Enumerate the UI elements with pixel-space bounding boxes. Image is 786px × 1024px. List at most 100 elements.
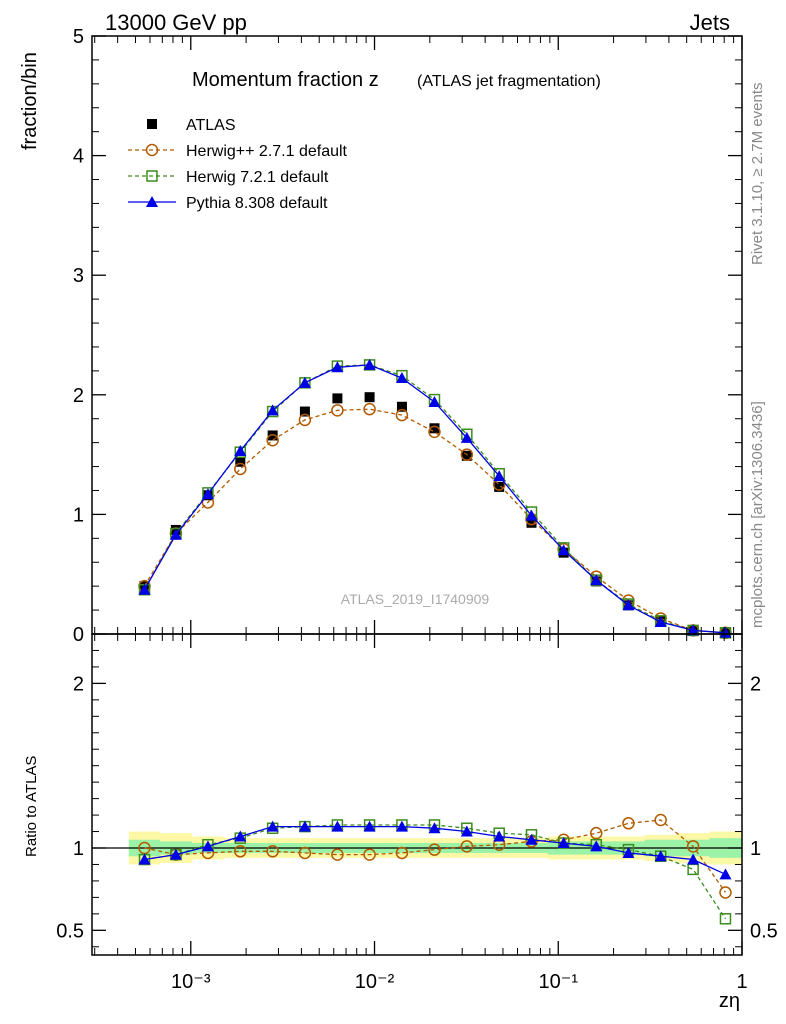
data-point-pythia-8-308-default xyxy=(298,376,311,388)
data-point-pythia-8-308-default xyxy=(395,372,408,384)
data-point-pythia-8-308-default xyxy=(331,361,344,373)
legend-label-atlas: ATLAS xyxy=(186,117,236,134)
data-point-atlas xyxy=(461,450,472,461)
data-point-atlas xyxy=(494,481,505,492)
ratio-y-tick-label: 1 xyxy=(73,838,84,860)
ratio-point-herwig-2-7-1-default xyxy=(590,826,603,840)
ratio-point-pythia-8-308-default xyxy=(395,820,408,832)
y-tick-label: 2 xyxy=(73,385,84,407)
data-point-atlas xyxy=(299,406,310,417)
data-point-pythia-8-308-default xyxy=(363,358,376,370)
ratio-point-pythia-8-308-default xyxy=(590,840,603,852)
ratio-point-herwig-2-7-1-default xyxy=(331,848,344,861)
ratio-point-pythia-8-308-default xyxy=(363,820,376,832)
data-point-pythia-8-308-default xyxy=(138,583,151,595)
main-panel: 0 1 2 3 4 5 Momentum fraction z (ATLAS jet fr… xyxy=(19,26,743,646)
x-tick-label: 1 xyxy=(736,971,747,993)
ratio-point-pythia-8-308-default xyxy=(428,822,441,834)
data-point-pythia-8-308-default xyxy=(557,544,570,556)
x-tick-label: 10⁻¹ xyxy=(539,971,579,993)
rivet-version-label: Rivet 3.1.10, ≥ 2.7M events xyxy=(749,83,766,266)
ratio-point-pythia-8-308-default xyxy=(654,850,667,862)
ratio-point-pythia-8-308-default xyxy=(298,820,311,832)
y-tick-label: 3 xyxy=(73,265,84,287)
ratio-y-tick-label-right: 0.5 xyxy=(750,920,778,942)
x-axis-label: zη xyxy=(719,990,740,1012)
ratio-y-tick-label-right: 1 xyxy=(750,838,761,860)
legend: ATLAS Herwig++ 2.7.1 default Herwig 7.2.1 … xyxy=(128,117,348,212)
data-point-pythia-8-308-default xyxy=(169,528,182,540)
ratio-point-pythia-8-308-default xyxy=(201,840,214,852)
ratio-point-pythia-8-308-default xyxy=(234,830,247,842)
legend-marker-herwig-2-7-1-default xyxy=(145,143,159,157)
y-tick-label: 1 xyxy=(73,504,84,526)
ratio-point-herwig-2-7-1-default xyxy=(686,840,700,853)
ratio-y-axis-label: Ratio to ATLAS xyxy=(23,756,40,857)
data-point-pythia-8-308-default xyxy=(590,574,603,586)
ratio-point-pythia-8-308-default xyxy=(622,846,635,858)
energy-label: 13000 GeV pp xyxy=(105,10,247,35)
analysis-watermark: ATLAS_2019_I1740909 xyxy=(341,591,490,607)
data-point-pythia-8-308-default xyxy=(493,470,506,482)
ratio-point-herwig-2-7-1-default xyxy=(622,817,635,830)
data-point-atlas xyxy=(364,392,375,403)
ratio-point-herwig-2-7-1-default xyxy=(138,841,151,855)
data-point-herwig-2-7-1-default xyxy=(363,402,376,416)
y-tick-label: 0 xyxy=(73,624,84,646)
x-tick-label: 10⁻³ xyxy=(171,971,211,993)
chart-title: Momentum fraction z xyxy=(192,69,379,91)
data-point-atlas xyxy=(429,423,440,434)
legend-label-herwig-7-2-1-default: Herwig 7.2.1 default xyxy=(186,169,329,186)
data-point-herwig-2-7-1-default xyxy=(234,462,247,476)
data-point-atlas xyxy=(332,393,343,404)
ratio-point-herwig-2-7-1-default xyxy=(654,813,667,827)
ratio-point-pythia-8-308-default xyxy=(331,820,344,832)
ratio-point-herwig-2-7-1-default xyxy=(719,886,732,899)
mcplots-label: mcplots.cern.ch [arXiv:1306.3436] xyxy=(749,401,766,628)
data-point-pythia-8-308-default xyxy=(428,395,441,407)
chart-subtitle: (ATLAS jet fragmentation) xyxy=(417,73,601,90)
ratio-point-pythia-8-308-default xyxy=(719,868,732,880)
data-point-herwig-2-7-1-default xyxy=(395,408,409,422)
ratio-point-pythia-8-308-default xyxy=(525,833,538,845)
x-tick-label: 10⁻² xyxy=(355,971,395,993)
ratio-point-pythia-8-308-default xyxy=(687,853,700,865)
ratio-y-tick-label: 0.5 xyxy=(56,920,84,942)
legend-marker-pythia-8-308-default xyxy=(146,196,158,207)
data-point-atlas xyxy=(396,401,407,412)
legend-marker-atlas xyxy=(147,119,157,129)
data-point-pythia-8-308-default xyxy=(687,624,700,636)
ratio-point-herwig-2-7-1-default xyxy=(428,843,441,856)
data-point-herwig-2-7-1-default xyxy=(266,433,279,447)
data-point-herwig-2-7-1-default xyxy=(428,425,441,439)
data-point-herwig-2-7-1-default xyxy=(331,404,344,417)
ratio-panel: 0.5 0.5 1 1 2 2 10⁻³ 10⁻² 10⁻¹ 1 Ratio to ATLAS z… xyxy=(23,633,778,1012)
y-tick-label: 4 xyxy=(73,146,84,168)
data-point-pythia-8-308-default xyxy=(622,599,635,611)
process-label: Jets xyxy=(690,10,730,35)
data-point-pythia-8-308-default xyxy=(460,431,473,443)
data-point-pythia-8-308-default xyxy=(654,616,667,628)
data-point-pythia-8-308-default xyxy=(719,626,732,638)
y-tick-label: 5 xyxy=(73,26,84,48)
data-point-pythia-8-308-default xyxy=(234,445,247,457)
ratio-point-pythia-8-308-default xyxy=(460,825,473,837)
data-point-atlas xyxy=(235,456,246,467)
y-axis-label: fraction/bin xyxy=(19,52,41,150)
legend-marker-herwig-7-2-1-default xyxy=(146,170,158,182)
data-point-atlas xyxy=(526,517,537,528)
ratio-y-tick-label-right: 2 xyxy=(750,673,761,695)
ratio-point-herwig-7-2-1-default xyxy=(687,863,699,876)
ratio-y-tick-label: 2 xyxy=(73,673,84,695)
ratio-point-herwig-2-7-1-default xyxy=(363,848,376,861)
legend-label-pythia-8-308-default: Pythia 8.308 default xyxy=(186,195,328,212)
data-point-herwig-2-7-1-default xyxy=(298,413,312,427)
ratio-point-herwig-2-7-1-default xyxy=(266,845,279,858)
data-point-pythia-8-308-default xyxy=(266,404,279,416)
ratio-point-pythia-8-308-default xyxy=(557,837,570,849)
ratio-point-pythia-8-308-default xyxy=(138,853,151,865)
ratio-point-herwig-2-7-1-default xyxy=(234,845,247,858)
ratio-point-herwig-2-7-1-default xyxy=(395,846,409,860)
data-point-pythia-8-308-default xyxy=(525,509,538,521)
